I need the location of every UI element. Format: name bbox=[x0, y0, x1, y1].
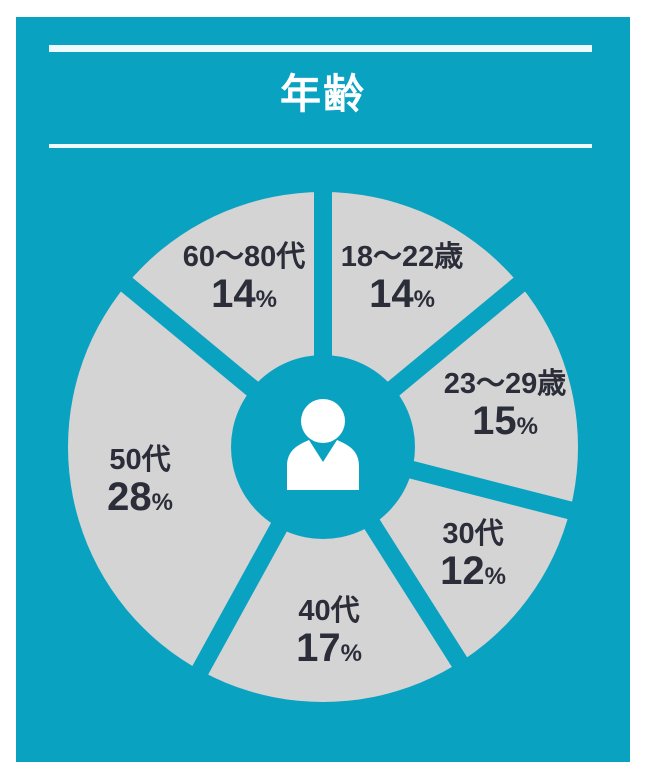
person-icon bbox=[287, 399, 359, 490]
slice-percent: 12% bbox=[440, 549, 506, 594]
slice-percent-sign: % bbox=[413, 286, 435, 314]
slice-label: 23〜29歳 15% bbox=[443, 367, 567, 444]
top-rule bbox=[49, 45, 592, 52]
donut-hole bbox=[231, 355, 415, 539]
slice-percent-sign: % bbox=[255, 286, 277, 314]
chart-title: 年齢 bbox=[280, 71, 366, 117]
slice-percent-number: 15 bbox=[472, 399, 517, 444]
age-infographic-card: 年齢 18〜22歳 14% 23〜29歳 15% 30代 12% 40代 17% 50代 28% 6… bbox=[16, 17, 630, 762]
slice-label: 18〜22歳 14% bbox=[340, 240, 464, 317]
slice-percent-number: 28 bbox=[107, 475, 152, 520]
slice-category: 23〜29歳 bbox=[443, 367, 567, 400]
slice-percent-number: 14 bbox=[369, 272, 414, 317]
slice-category: 30代 bbox=[442, 517, 504, 550]
age-pie-chart: 18〜22歳 14% 23〜29歳 15% 30代 12% 40代 17% 50代 28% 60〜8… bbox=[16, 148, 630, 762]
slice-percent-sign: % bbox=[516, 413, 538, 441]
slice-label: 60〜80代 14% bbox=[182, 240, 306, 317]
bottom-rule bbox=[49, 144, 592, 148]
slice-category: 40代 bbox=[298, 594, 360, 627]
slice-label: 40代 17% bbox=[296, 594, 362, 671]
person-body bbox=[287, 440, 359, 490]
slice-percent-sign: % bbox=[484, 563, 506, 591]
slice-percent-sign: % bbox=[151, 489, 173, 517]
slice-percent: 15% bbox=[444, 399, 567, 444]
slice-percent: 14% bbox=[183, 272, 306, 317]
person-head bbox=[301, 399, 345, 443]
slice-percent: 17% bbox=[296, 626, 362, 671]
slice-label: 30代 12% bbox=[440, 517, 506, 594]
pie-svg bbox=[68, 190, 578, 702]
slice-percent-sign: % bbox=[340, 640, 362, 668]
slice-percent: 14% bbox=[341, 272, 464, 317]
slice-category: 18〜22歳 bbox=[340, 240, 464, 273]
slice-percent-number: 14 bbox=[211, 272, 256, 317]
slice-category: 50代 bbox=[109, 443, 171, 476]
slice-percent: 28% bbox=[107, 475, 173, 520]
slice-label: 50代 28% bbox=[107, 443, 173, 520]
slice-category: 60〜80代 bbox=[182, 240, 306, 273]
slice-percent-number: 17 bbox=[296, 626, 341, 671]
slice-percent-number: 12 bbox=[440, 549, 485, 594]
